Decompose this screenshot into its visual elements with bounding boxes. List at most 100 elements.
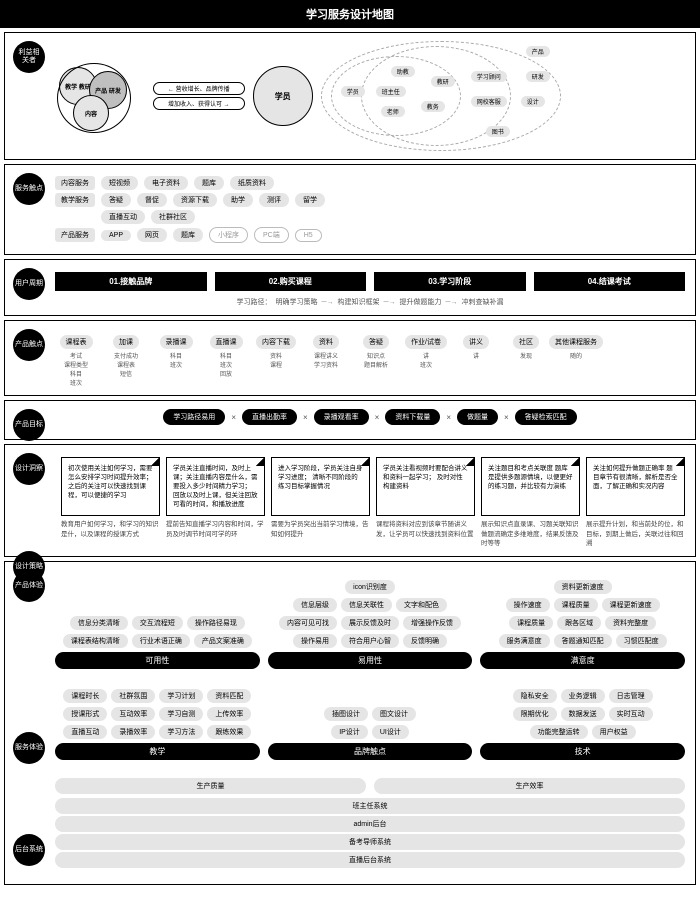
- exp-pill: 业务逻辑: [561, 689, 605, 703]
- touch-item: 答疑知识点题目解析: [355, 335, 397, 387]
- exp-footer: 满意度: [480, 652, 685, 669]
- touch-item: 内容下载资料课程: [255, 335, 297, 387]
- exp-pill: 符合用户心智: [341, 634, 399, 648]
- arrow-bottom: 增加收入、获得认可 →: [153, 97, 245, 110]
- product-touch-section: 产品触点 课程表考试课程类型科目班次加课支付成功课程表短信录播课科目班次直播课科…: [4, 320, 696, 396]
- exp-pill: 信息分类清晰: [70, 616, 128, 630]
- exp-pill: 课程质量: [554, 598, 598, 612]
- touch-item: 课程表考试课程类型科目班次: [55, 335, 97, 387]
- exp-pill: 内容可见可找: [279, 616, 337, 630]
- exp-pill: 信息关联性: [341, 598, 392, 612]
- insight-note: 进入学习阶段，学员关注自身学习进度； 清晰不同阶段的练习目标掌握情况: [271, 457, 370, 516]
- design-insight-label: 设计洞察: [13, 453, 45, 485]
- stakeholders-label: 利益相 关者: [13, 41, 45, 73]
- insight-note: 学员关注直播时间，及时上课；关注直播内容是什么，需要投入多少时间精力学习； 回放…: [166, 457, 265, 516]
- strategy-note: 提前告知直播学习内容和时间，学员及时调节时间可学的环: [166, 520, 265, 547]
- touch-item: 其他课程服务随的: [555, 335, 597, 387]
- strategy-row: 教育用户如何学习，和学习的知识是什，以及课程的授课方式提前告知直播学习内容和时间…: [61, 520, 685, 547]
- strategy-note: 展示提升计划，和当前处的位，和目标，到期上做后，关联过往和回溯: [586, 520, 685, 547]
- user-journey-section: 用户周期 01.接触品牌02.购买课程03.学习阶段04.结课考试 学习路径：明…: [4, 259, 696, 316]
- page-title: 学习服务设计地图: [0, 0, 700, 28]
- exp-pill: IP设计: [331, 725, 368, 739]
- service-row: 产品服务APP网页题库小程序PC端H5: [55, 227, 685, 243]
- exp-pill: 功能完整运转: [530, 725, 588, 739]
- service-pill-outline: 小程序: [209, 227, 248, 243]
- exp-column: 资料更新速度操作速度课程质量课程更新速度课程质量跟各区域资料完整度服务满意度答题…: [480, 580, 685, 669]
- phase: 04.结课考试: [534, 272, 686, 291]
- notes-row: 初次使用关注如何学习，需要怎么安排学习时间提升效率； 之后的关注可以快速找到课程…: [61, 457, 685, 516]
- exp-pill: 文字和配色: [396, 598, 447, 612]
- path-step: 冲刺查缺补漏: [461, 297, 503, 307]
- goal-pill: 录播观看率: [314, 409, 369, 425]
- exp-pill: 日志管理: [609, 689, 653, 703]
- exp-pill: 学习计划: [159, 689, 203, 703]
- exp-pill: 答题通知匹配: [554, 634, 612, 648]
- product-goals-label: 产品目标: [13, 409, 45, 441]
- exp-pill: 信息层级: [293, 598, 337, 612]
- exp-pill: 课程表结构清晰: [63, 634, 128, 648]
- insight-note: 关注如何提升做题正确率 题目章节有很清晰，解析是否全面，了解正确和实况内容: [586, 457, 685, 516]
- goal-pill: 答疑检索匹配: [515, 409, 577, 425]
- service-pill: 短视频: [101, 176, 138, 190]
- product-goals-section: 产品目标 学习路径易用×直播出勤率×录播观看率×资料下载量×做题量×答疑检索匹配: [4, 400, 696, 440]
- exp-pill: 学习自测: [159, 707, 203, 721]
- exp-pill: 交互流程短: [132, 616, 183, 630]
- row-label: 产品服务: [55, 228, 95, 242]
- service-pill: 题库: [173, 228, 203, 242]
- row-label: 内容服务: [55, 176, 95, 190]
- product-exp-section: 产品体验 信息分类清晰交互流程短操作路径易现课程表结构清晰行业术语正确产品文案准…: [4, 561, 696, 885]
- exp-pill: 用户权益: [592, 725, 636, 739]
- path-step: 提升做题能力: [399, 297, 441, 307]
- exp-pill: 操作路径易现: [187, 616, 245, 630]
- touch-item: 加课支付成功课程表短信: [105, 335, 147, 387]
- exp-pill: UI设计: [372, 725, 409, 739]
- student-circle: 学员: [253, 66, 313, 126]
- goal-pill: 直播出勤率: [242, 409, 297, 425]
- backend-label: 后台系统: [13, 834, 45, 866]
- service-pill: 直播互动: [101, 210, 145, 224]
- exp-footer: 教学: [55, 743, 260, 760]
- exp-pill: 社群氛围: [111, 689, 155, 703]
- touch-item: 资料课程讲义学习资料: [305, 335, 347, 387]
- service-pill: 答疑: [101, 193, 131, 207]
- phase: 01.接触品牌: [55, 272, 207, 291]
- exp-pill: 反馈明确: [403, 634, 447, 648]
- exp-pill: 跟练效果: [207, 725, 251, 739]
- exp-pill: 产品文案准确: [194, 634, 252, 648]
- exp-pill: 习惯匹配度: [616, 634, 667, 648]
- service-pill: 网页: [137, 228, 167, 242]
- exp-pill: 服务满意度: [499, 634, 550, 648]
- exp-pill: 增强操作反馈: [403, 616, 461, 630]
- exp-column: 插图设计图文设计IP设计UI设计品牌触点: [268, 707, 473, 760]
- exp-column: 信息分类清晰交互流程短操作路径易现课程表结构清晰行业术语正确产品文案准确可用性: [55, 616, 260, 669]
- exp-pill: 展示反馈及时: [341, 616, 399, 630]
- exp-pill: 限期优化: [513, 707, 557, 721]
- insight-note: 初次使用关注如何学习，需要怎么安排学习时间提升效率； 之后的关注可以快速找到课程…: [61, 457, 160, 516]
- service-pill: 助学: [223, 193, 253, 207]
- service-pill: 督促: [137, 193, 167, 207]
- exp-pill: 图文设计: [372, 707, 416, 721]
- insight-note: 学员关注看视频时要配合讲义和资料一起学习； 及时对性构建资料: [376, 457, 475, 516]
- strategy-note: 教育用户如何学习，和学习的知识是什，以及课程的授课方式: [61, 520, 160, 547]
- path-step: 构建知识框架: [338, 297, 380, 307]
- arrow-box: ← 营收增长、品牌传播 增加收入、获得认可 →: [153, 82, 245, 110]
- backend-bar: 班主任系统: [55, 798, 685, 814]
- service-pill: 资源下载: [173, 193, 217, 207]
- service-touch-section: 服务触点 内容服务短视频电子资料题库纸质资料教学服务答疑督促资源下载助学测评留学…: [4, 164, 696, 255]
- exp-pill: 资料更新速度: [554, 580, 612, 594]
- service-pill-outline: PC端: [254, 227, 289, 243]
- touch-item: 社区发现: [505, 335, 547, 387]
- service-exp-label: 服务体验: [13, 732, 45, 764]
- exp-pill: 实时互动: [609, 707, 653, 721]
- service-pill: APP: [101, 230, 131, 241]
- user-journey-label: 用户周期: [13, 268, 45, 300]
- exp-footer: 易用性: [268, 652, 473, 669]
- touch-item: 作业/试卷讲班次: [405, 335, 447, 387]
- exp-pill: 资料匹配: [207, 689, 251, 703]
- service-row: 教学服务答疑督促资源下载助学测评留学: [55, 193, 685, 207]
- left-circle-group: 教学 教研 产品 研发 内容: [55, 61, 145, 131]
- touch-item: 直播课科目班次回放: [205, 335, 247, 387]
- strategy-note: 展示知识点直录课、习题关联知识 做题流确定多维难度，结果反馈及时等等: [481, 520, 580, 547]
- exp-pill: 操作速度: [506, 598, 550, 612]
- backend-bar: 备考导师系统: [55, 834, 685, 850]
